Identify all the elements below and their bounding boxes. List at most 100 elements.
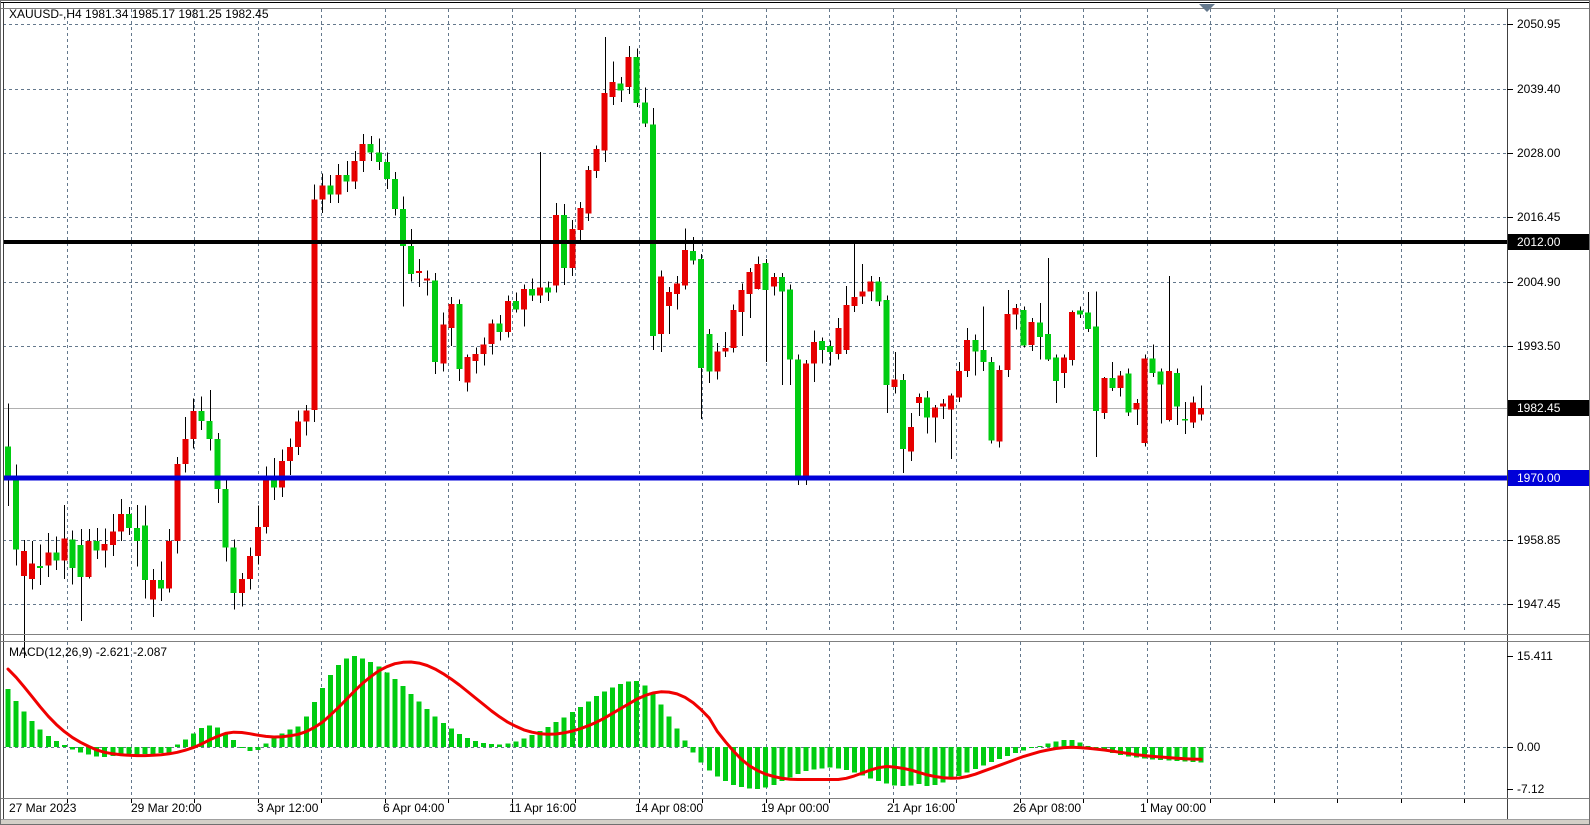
bear-candle (271, 480, 277, 488)
bull-candle (996, 370, 1003, 442)
macd-bar (916, 747, 922, 785)
macd-bar (1053, 741, 1059, 747)
bull-candle (29, 563, 36, 580)
time-axis-label: 19 Apr 00:00 (761, 801, 830, 815)
macd-histogram[interactable] (5, 656, 1204, 789)
bull-candle (174, 464, 181, 541)
macd-bar (674, 728, 680, 747)
bull-candle (1198, 407, 1204, 415)
macd-bar (795, 747, 801, 775)
bull-candle (295, 421, 302, 447)
macd-bar (319, 688, 325, 747)
bull-candle (1012, 307, 1019, 315)
bull-candle (964, 339, 971, 372)
bull-candle (166, 541, 173, 589)
bull-candle (440, 324, 447, 364)
macd-bar (666, 716, 672, 747)
macd-bar (174, 744, 180, 747)
macd-axis-label: -7.12 (1517, 782, 1545, 797)
bull-candle (1028, 321, 1035, 345)
macd-bar (1069, 739, 1075, 747)
macd-bar (682, 740, 688, 747)
macd-bar (1021, 747, 1027, 751)
bear-candle (1125, 373, 1132, 413)
bear-candle (391, 178, 398, 210)
macd-bar (279, 733, 285, 747)
bull-candle (714, 351, 721, 372)
bear-candle (1181, 418, 1188, 421)
macd-bar (287, 729, 293, 747)
price-axis-label: 2004.90 (1517, 275, 1561, 290)
candles[interactable] (5, 37, 1204, 659)
bull-candle (851, 297, 858, 307)
macd-bar (53, 741, 59, 747)
bull-candle (182, 439, 189, 465)
macd-bar (1134, 747, 1139, 758)
macd-bar (1029, 747, 1035, 749)
bull-candle (843, 305, 850, 350)
bear-candle (980, 349, 987, 363)
macd-bar (5, 689, 11, 747)
macd-bar (739, 747, 744, 788)
bear-candle (198, 410, 205, 421)
bear-candle (819, 340, 826, 350)
macd-bar (263, 743, 269, 747)
bear-candle (529, 288, 535, 296)
bull-candle (956, 371, 963, 398)
price-badge-1970.00: 1970.00 (1508, 469, 1589, 486)
macd-bar (376, 666, 382, 747)
macd-bar (408, 693, 414, 747)
bear-candle (786, 289, 793, 360)
bear-candle (230, 547, 237, 594)
bull-candle (319, 185, 326, 200)
macd-bar (150, 747, 156, 755)
macd-bar (360, 658, 366, 747)
bull-candle (835, 328, 842, 354)
macd-bar (166, 747, 172, 753)
macd-bar (900, 747, 906, 786)
macd-bar (311, 702, 317, 747)
bear-candle (988, 362, 995, 441)
macd-bar (110, 747, 116, 757)
price-axis-label: 1958.85 (1517, 533, 1561, 548)
macd-bar (819, 747, 825, 769)
bull-candle (45, 552, 52, 566)
macd-bar (118, 747, 124, 756)
price-axis-label: 1947.45 (1517, 597, 1561, 611)
macd-bar (876, 747, 882, 782)
bull-candle (859, 291, 866, 297)
bull-candle (150, 580, 157, 600)
bear-candle (778, 277, 785, 292)
macd-bar (78, 747, 83, 753)
macd-bar (658, 704, 664, 747)
bull-candle (246, 556, 253, 580)
bull-candle (1141, 358, 1148, 443)
macd-bar (231, 739, 237, 747)
bear-candle (142, 525, 148, 581)
macd-bar (489, 744, 495, 747)
macd-bar (424, 709, 430, 747)
window-bottom-edge (1, 820, 1589, 824)
time-axis-label: 21 Apr 16:00 (887, 801, 956, 815)
macd-bar (827, 747, 833, 768)
macd-bar (513, 741, 519, 747)
bull-candle (1165, 371, 1172, 420)
macd-bar (1174, 747, 1180, 762)
bear-candle (432, 280, 439, 363)
bull-candle (311, 199, 318, 410)
macd-bar (787, 747, 793, 778)
bull-candle (657, 276, 664, 335)
macd-bar (731, 747, 736, 785)
bear-candle (1109, 377, 1116, 388)
bear-candle (795, 359, 801, 480)
bull-candle (117, 514, 124, 532)
macd-bar (392, 679, 398, 747)
bull-candle (738, 289, 745, 312)
chart-shift-marker-icon[interactable] (1199, 4, 1215, 12)
bear-candle (698, 259, 705, 368)
bull-candle (730, 310, 737, 349)
macd-bar (255, 747, 261, 750)
bear-candle (1173, 372, 1180, 407)
time-axis-label: 14 Apr 08:00 (635, 801, 704, 815)
